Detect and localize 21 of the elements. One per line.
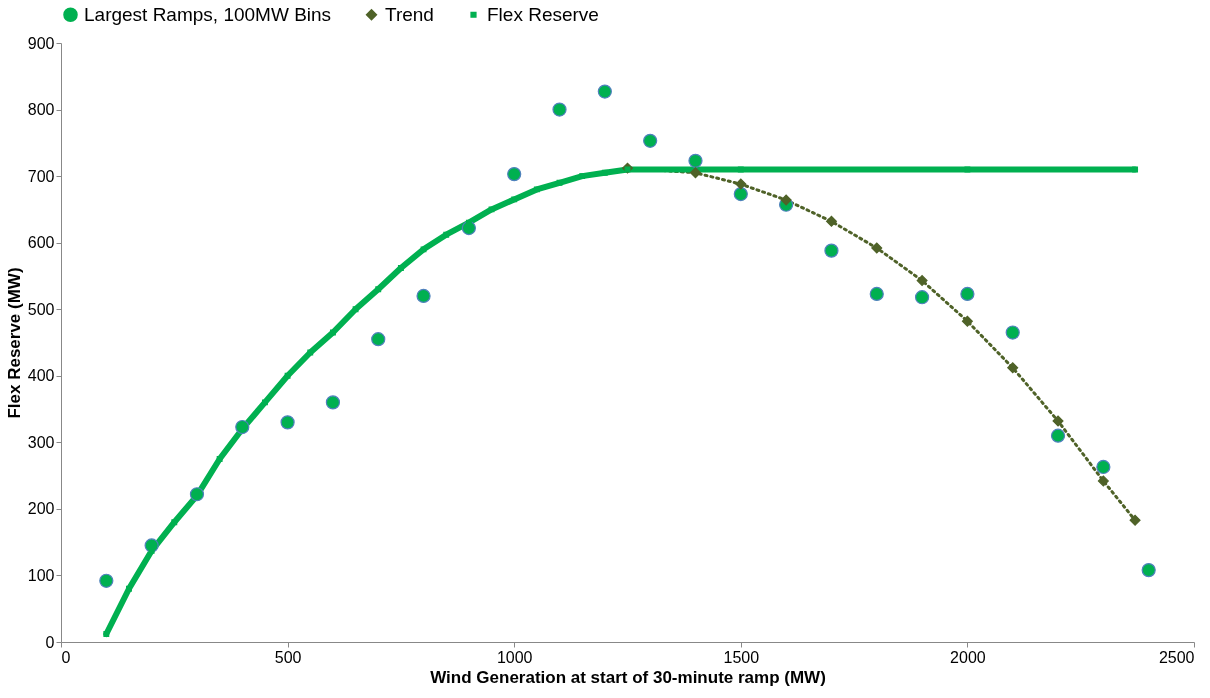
y-axis-title: Flex Reserve (MW): [4, 267, 24, 419]
x-tick-label: 500: [274, 648, 302, 666]
y-tick-label: 400: [27, 367, 55, 385]
y-tick-label: 500: [27, 300, 55, 318]
legend-label: Trend: [385, 3, 434, 25]
x-tick-label: 2500: [1158, 648, 1195, 666]
x-tick-label: 1000: [496, 648, 533, 666]
y-tick-label: 800: [27, 101, 55, 119]
y-tick-label: 0: [45, 633, 55, 651]
legend-label: Flex Reserve: [487, 3, 599, 25]
y-tick-label: 300: [27, 433, 55, 451]
x-tick-label: 1500: [723, 648, 760, 666]
x-tick-label: 0: [61, 648, 71, 666]
y-tick-label: 200: [27, 500, 55, 518]
y-tick-label: 600: [27, 234, 55, 252]
x-tick-label: 2000: [950, 648, 986, 666]
y-tick-label: 900: [27, 34, 55, 52]
legend-label: Largest Ramps, 100MW Bins: [84, 3, 332, 25]
x-axis-title: Wind Generation at start of 30-minute ramp (MW): [430, 667, 826, 687]
y-tick-label: 700: [27, 167, 55, 185]
y-tick-label: 100: [27, 566, 55, 584]
